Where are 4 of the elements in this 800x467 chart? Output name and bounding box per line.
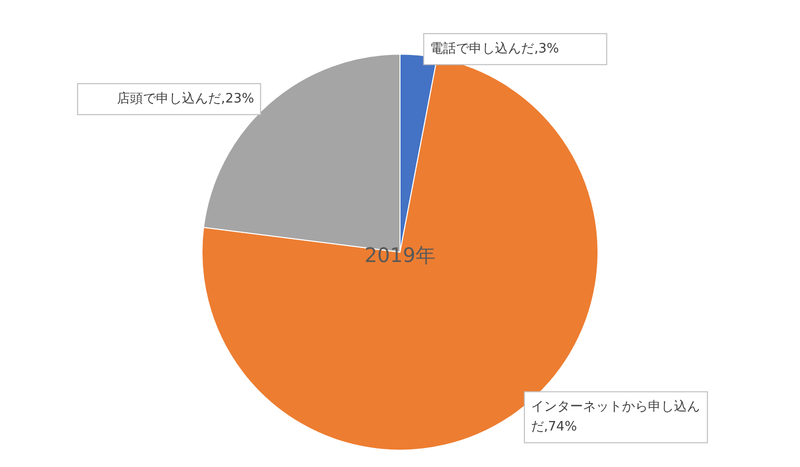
slice-label: インターネットから申し込んだ,74% (530, 400, 700, 435)
text: 2019年 (364, 243, 436, 267)
slice-label: 店頭で申し込んだ,23% (117, 90, 254, 107)
slice-label: 電話で申し込んだ,3% (430, 42, 559, 57)
